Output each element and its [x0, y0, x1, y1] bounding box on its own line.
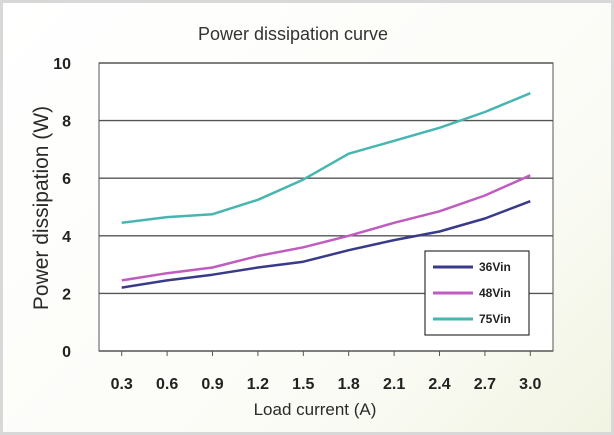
y-axis-label: Power dissipation (W): [30, 106, 53, 310]
x-tick-label: 1.5: [292, 376, 314, 393]
x-tick-label: 1.8: [338, 376, 360, 393]
series-line-75vin: [121, 92, 531, 225]
y-axis-ticks: 0 2 4 6 8 10: [53, 56, 71, 361]
series-line-36vin: [121, 200, 531, 289]
y-tick-label: 4: [62, 229, 71, 246]
x-tick-label: 2.1: [383, 376, 405, 393]
y-tick-label: 2: [62, 286, 71, 303]
x-tick-label: 3.0: [519, 376, 541, 393]
legend-label: 36Vin: [479, 260, 511, 274]
x-tick-label: 1.2: [247, 376, 269, 393]
chart-title: Power dissipation curve: [198, 24, 388, 44]
legend: 36Vin 48Vin 75Vin: [424, 250, 530, 336]
x-axis-ticks: 0.3 0.6 0.9 1.2 1.5 1.8 2.1 2.4 2.7 3.0: [111, 351, 542, 393]
y-tick-label: 10: [53, 56, 71, 73]
x-tick-label: 2.7: [474, 376, 496, 393]
legend-label: 75Vin: [479, 312, 511, 326]
x-tick-label: 2.4: [428, 376, 450, 393]
x-tick-label: 0.9: [201, 376, 223, 393]
x-axis-label: Load current (A): [254, 400, 377, 419]
legend-label: 48Vin: [479, 286, 511, 300]
x-tick-label: 0.3: [111, 376, 133, 393]
y-tick-label: 8: [62, 114, 71, 131]
y-tick-label: 6: [62, 171, 71, 188]
y-tick-label: 0: [62, 344, 71, 361]
x-tick-label: 0.6: [156, 376, 178, 393]
series-lines: [121, 92, 531, 289]
series-line-48vin: [121, 174, 531, 282]
